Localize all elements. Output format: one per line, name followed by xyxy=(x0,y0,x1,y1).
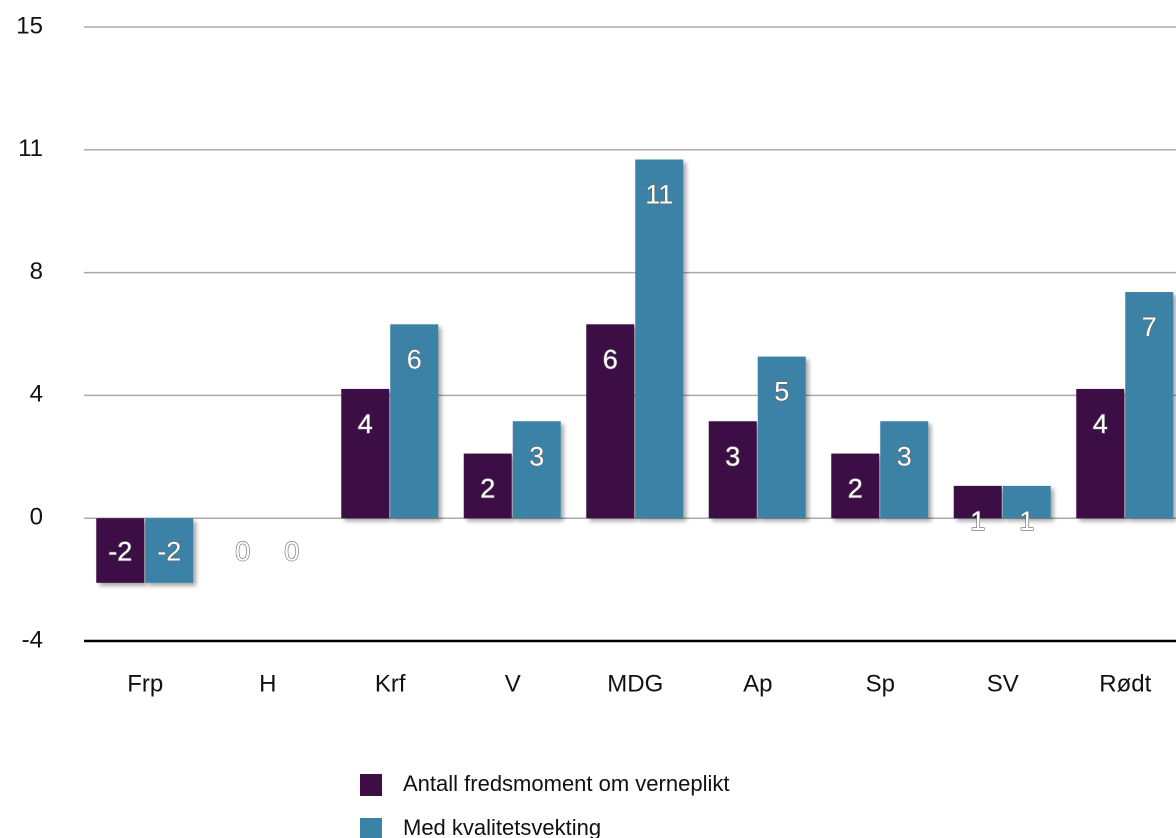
value-label: 4 xyxy=(358,409,373,439)
legend-swatch xyxy=(360,818,382,838)
bar xyxy=(1125,291,1174,519)
value-label: 6 xyxy=(603,344,618,374)
bar xyxy=(512,421,561,519)
bar xyxy=(145,518,194,583)
value-label: 1 xyxy=(1019,506,1034,536)
bar xyxy=(708,421,757,519)
bar xyxy=(880,421,929,519)
value-label: 4 xyxy=(1093,409,1108,439)
legend-label: Med kvalitetsvekting xyxy=(403,815,601,838)
legend-swatch xyxy=(360,774,382,796)
x-tick-label: V xyxy=(505,670,521,697)
bar xyxy=(96,518,145,583)
y-tick-label: 15 xyxy=(16,12,43,39)
bar xyxy=(1076,388,1125,519)
value-label: 11 xyxy=(645,180,673,210)
bar xyxy=(1002,485,1051,519)
value-label: 1 xyxy=(970,506,985,536)
x-tick-label: H xyxy=(259,670,276,697)
bar xyxy=(586,324,635,519)
y-tick-label: 4 xyxy=(30,381,43,408)
y-tick-label: 8 xyxy=(30,258,43,285)
bar xyxy=(390,324,439,519)
value-label: 7 xyxy=(1142,312,1157,342)
bar xyxy=(463,453,512,519)
value-label: 3 xyxy=(529,441,544,471)
value-label: 6 xyxy=(407,344,422,374)
bar xyxy=(831,453,880,519)
y-tick-label: -4 xyxy=(22,626,43,653)
value-label: 2 xyxy=(848,474,863,504)
value-label: -2 xyxy=(157,536,181,566)
value-label: 3 xyxy=(897,441,912,471)
bar xyxy=(953,485,1002,519)
x-tick-label: Frp xyxy=(127,670,163,697)
y-tick-label: 11 xyxy=(18,135,43,162)
x-tick-label: Ap xyxy=(743,670,772,697)
value-label: 5 xyxy=(774,377,789,407)
value-label: 2 xyxy=(480,474,495,504)
y-tick-label: 0 xyxy=(30,504,43,531)
value-label: 0 xyxy=(235,536,250,566)
value-label: -2 xyxy=(108,536,132,566)
bar xyxy=(635,159,684,519)
value-label: 3 xyxy=(725,441,740,471)
bar xyxy=(341,388,390,519)
x-tick-label: MDG xyxy=(607,670,663,697)
legend-label: Antall fredsmoment om verneplikt xyxy=(403,771,729,796)
x-tick-label: Krf xyxy=(375,670,406,697)
bar xyxy=(757,356,806,519)
x-tick-label: SV xyxy=(987,670,1019,697)
x-tick-label: Sp xyxy=(866,670,895,697)
x-tick-label: Rødt xyxy=(1099,670,1151,697)
value-label: 0 xyxy=(284,536,299,566)
